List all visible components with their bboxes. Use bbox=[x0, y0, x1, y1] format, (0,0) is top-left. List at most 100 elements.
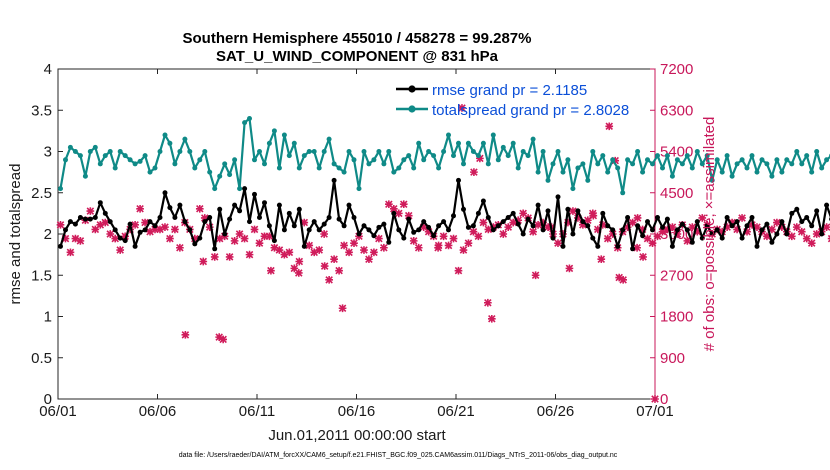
obs-count-marker bbox=[579, 220, 587, 229]
rmse-point bbox=[346, 202, 352, 208]
x-axis-ticks: 06/01 06/06 06/11 06/16 06/21 06/26 07/01 bbox=[39, 69, 674, 420]
totalspread-point bbox=[669, 173, 675, 179]
obs-count-marker bbox=[76, 237, 85, 245]
rmse-point bbox=[197, 235, 203, 241]
rmse-point bbox=[620, 227, 626, 233]
rmse-point bbox=[729, 223, 735, 229]
rmse-point bbox=[744, 223, 750, 229]
totalspread-point bbox=[396, 165, 402, 171]
y-right-tick-label: 1800 bbox=[660, 309, 693, 326]
totalspread-point bbox=[207, 169, 213, 175]
obs-count-marker bbox=[315, 246, 324, 254]
obs-count-marker bbox=[763, 232, 771, 241]
totalspread-point bbox=[401, 157, 407, 163]
rmse-point bbox=[157, 215, 163, 220]
obs-count-marker bbox=[753, 223, 761, 231]
obs-count-marker bbox=[539, 218, 547, 227]
rmse-point bbox=[406, 216, 412, 222]
rmse-point bbox=[794, 206, 800, 212]
totalspread-point bbox=[371, 157, 377, 163]
obs-count-marker bbox=[66, 248, 75, 257]
obs-count-marker bbox=[439, 232, 448, 241]
totalspread-point bbox=[276, 165, 282, 171]
obs-count-marker bbox=[225, 253, 234, 261]
obs-count-marker bbox=[101, 218, 110, 227]
rmse-point bbox=[739, 235, 745, 241]
obs-count-marker bbox=[464, 239, 473, 248]
obs-count-marker bbox=[199, 257, 208, 266]
obs-count-marker bbox=[171, 225, 179, 234]
rmse-point bbox=[361, 223, 367, 229]
rmse-point bbox=[306, 227, 312, 233]
rmse-point bbox=[336, 216, 342, 222]
totalspread-point bbox=[97, 161, 103, 167]
rmse-point bbox=[799, 219, 805, 225]
totalspread-point bbox=[63, 157, 68, 163]
totalspread-point bbox=[645, 157, 650, 163]
obs-count-marker bbox=[394, 209, 403, 218]
totalspread-point bbox=[301, 153, 307, 159]
totalspread-point bbox=[152, 165, 158, 171]
rmse-point bbox=[560, 243, 566, 249]
x-tick-label: 06/26 bbox=[537, 403, 575, 420]
rmse-point bbox=[679, 221, 685, 227]
rmse-point bbox=[247, 219, 252, 225]
rmse-point bbox=[650, 227, 655, 233]
obs-count-marker bbox=[688, 223, 697, 231]
totalspread-point bbox=[237, 186, 243, 192]
obs-count-marker bbox=[484, 225, 493, 234]
obs-count-marker bbox=[792, 223, 801, 231]
rmse-point bbox=[296, 206, 302, 212]
obs-count-marker bbox=[384, 200, 393, 209]
totalspread-point bbox=[709, 177, 715, 183]
totalspread-point bbox=[585, 177, 591, 183]
rmse-point bbox=[391, 210, 397, 216]
rmse-point bbox=[167, 205, 173, 211]
totalspread-point bbox=[252, 157, 257, 163]
totalspread-point bbox=[540, 149, 546, 154]
obs-count-marker bbox=[106, 230, 115, 238]
totalspread-point bbox=[684, 153, 690, 159]
obs-count-marker bbox=[56, 220, 65, 229]
totalspread-point bbox=[689, 165, 695, 171]
totalspread-point bbox=[262, 161, 267, 167]
rmse-point bbox=[381, 221, 387, 227]
totalspread-point bbox=[112, 165, 118, 171]
x-tick-label: 06/01 bbox=[39, 403, 77, 420]
obs-count-marker bbox=[797, 227, 806, 236]
totalspread-point bbox=[640, 169, 646, 175]
rmse-point bbox=[431, 233, 437, 239]
totalspread-point bbox=[470, 149, 476, 154]
totalspread-point bbox=[242, 120, 248, 126]
rmse-point bbox=[232, 202, 238, 208]
rmse-point bbox=[580, 219, 586, 225]
rmse-point bbox=[122, 238, 128, 244]
rmse-point bbox=[814, 208, 820, 214]
obs-count-marker bbox=[200, 214, 209, 222]
rmse-point bbox=[575, 208, 581, 214]
obs-count-marker bbox=[509, 218, 518, 227]
obs-count-marker bbox=[643, 234, 652, 243]
rmse-point bbox=[356, 231, 362, 237]
rmse-point bbox=[635, 223, 641, 229]
totalspread-point bbox=[704, 153, 710, 159]
totalspread-point bbox=[819, 165, 825, 171]
totalspread-point bbox=[714, 157, 720, 163]
rmse-point bbox=[401, 235, 407, 241]
rmse-point bbox=[724, 215, 730, 220]
obs-count-marker bbox=[583, 216, 592, 225]
obs-count-marker bbox=[389, 204, 398, 213]
rmse-point bbox=[784, 231, 790, 237]
x-tick-label: 06/11 bbox=[239, 403, 275, 420]
obs-count-marker bbox=[96, 220, 105, 229]
obs-count-marker bbox=[131, 220, 139, 229]
totalspread-point bbox=[590, 149, 596, 154]
obs-count-marker bbox=[414, 243, 423, 252]
totalspread-point bbox=[610, 157, 616, 163]
y-left-tick-label: 1 bbox=[44, 309, 52, 326]
rmse-point bbox=[555, 194, 561, 200]
totalspread-point bbox=[366, 161, 372, 167]
rmse-point bbox=[819, 231, 825, 237]
y-left-tick-label: 1.5 bbox=[31, 267, 52, 284]
totalspread-point bbox=[227, 172, 233, 178]
